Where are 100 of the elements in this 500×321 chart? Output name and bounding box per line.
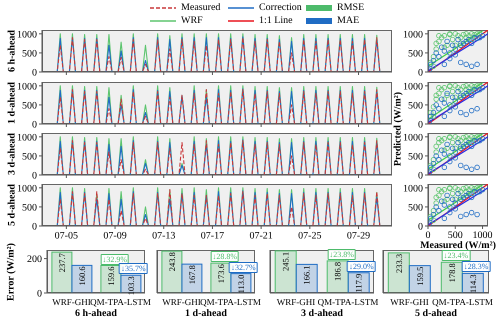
- point: [474, 106, 480, 112]
- point: [474, 212, 480, 218]
- point: [472, 134, 478, 140]
- y-tick-label: 1000: [403, 81, 423, 92]
- point: [438, 34, 444, 40]
- point: [452, 31, 458, 37]
- data-label: 166.1: [302, 265, 312, 285]
- y-tick-label: 1000: [403, 183, 423, 194]
- point: [463, 212, 469, 218]
- x-tick-label: QM-TPA-LSTM: [90, 296, 151, 307]
- data-label: 114.3: [468, 274, 478, 294]
- y-tick-label: 500: [408, 100, 423, 112]
- point: [466, 136, 472, 142]
- point: [436, 33, 442, 38]
- point: [460, 194, 466, 200]
- point: [433, 102, 439, 108]
- x-tick-label: 07-05: [54, 230, 78, 242]
- point: [468, 108, 474, 114]
- data-label: 159.5: [414, 266, 425, 286]
- point: [480, 85, 486, 90]
- point: [480, 187, 486, 192]
- point: [447, 210, 453, 216]
- point: [438, 96, 444, 102]
- point: [468, 185, 474, 191]
- point: [452, 42, 458, 48]
- y-tick-label: 0: [37, 288, 42, 300]
- bar: [296, 264, 318, 293]
- x-tick-label: 07-17: [200, 230, 224, 242]
- y-tick-label: 1000: [403, 132, 423, 144]
- point: [468, 144, 474, 150]
- x-tick-label: 500: [448, 230, 463, 242]
- y-tick-label: 200: [27, 254, 42, 266]
- point: [468, 64, 474, 69]
- point: [452, 185, 458, 191]
- y-tick-label: 500: [22, 151, 37, 162]
- point: [438, 188, 444, 194]
- point: [468, 83, 474, 89]
- point: [436, 54, 442, 60]
- point: [468, 194, 474, 200]
- bar: [181, 264, 202, 293]
- legend-label: RMSE: [337, 2, 364, 13]
- y-tick-label: 500: [408, 151, 423, 162]
- point: [452, 149, 458, 155]
- annotation: ↓32.9%: [102, 254, 128, 264]
- point: [442, 147, 448, 153]
- point: [430, 212, 436, 218]
- x-axis-title: 6 h-ahead: [75, 308, 117, 319]
- point: [466, 36, 472, 42]
- y-tick-label: 1000: [403, 29, 423, 40]
- point: [460, 40, 466, 46]
- data-label: 186.8: [332, 262, 343, 281]
- y-tick-label: 0: [32, 222, 37, 233]
- point: [477, 31, 483, 37]
- data-label: 160.6: [76, 266, 87, 286]
- point: [474, 62, 480, 68]
- point: [460, 92, 466, 98]
- point: [472, 86, 478, 92]
- point: [474, 164, 480, 170]
- point: [433, 144, 439, 150]
- data-label: 233.3: [394, 254, 404, 273]
- point: [450, 42, 456, 48]
- x-tick-label: 1000: [472, 230, 493, 242]
- data-label: 237.7: [56, 253, 67, 272]
- x-axis-title: 3 d-ahead: [301, 308, 343, 319]
- point: [466, 33, 472, 38]
- point: [430, 218, 436, 223]
- point: [442, 187, 448, 192]
- point: [447, 153, 453, 159]
- x-tick-label: 0: [426, 230, 430, 242]
- x-tick-label: QM-TPA-LSTM: [200, 296, 261, 307]
- legend-label: Measured: [181, 2, 220, 13]
- y-tick-label: 500: [22, 48, 37, 60]
- point: [468, 210, 474, 216]
- point: [450, 146, 456, 151]
- point: [436, 136, 442, 142]
- point: [458, 214, 464, 220]
- point: [452, 83, 458, 89]
- point: [452, 146, 458, 151]
- point: [444, 42, 450, 48]
- annotation: ↓23.4%: [444, 251, 468, 260]
- x-tick-label: QM-TPA-LSTM: [432, 296, 493, 307]
- point: [436, 140, 442, 146]
- point: [433, 50, 439, 56]
- point: [442, 96, 448, 102]
- point: [438, 138, 444, 144]
- point: [460, 134, 466, 140]
- point: [472, 84, 478, 90]
- point: [444, 142, 450, 148]
- point: [433, 200, 439, 206]
- point: [444, 38, 450, 44]
- point: [436, 90, 442, 96]
- point: [463, 62, 469, 68]
- x-tick-label: 07-09: [103, 230, 127, 242]
- point: [463, 192, 469, 198]
- point: [477, 134, 483, 140]
- point: [477, 86, 483, 92]
- y-tick-label: 0: [32, 120, 37, 131]
- point: [442, 85, 448, 90]
- y-tick-label: 1000: [17, 81, 37, 92]
- y-tick-label: 0: [418, 120, 423, 131]
